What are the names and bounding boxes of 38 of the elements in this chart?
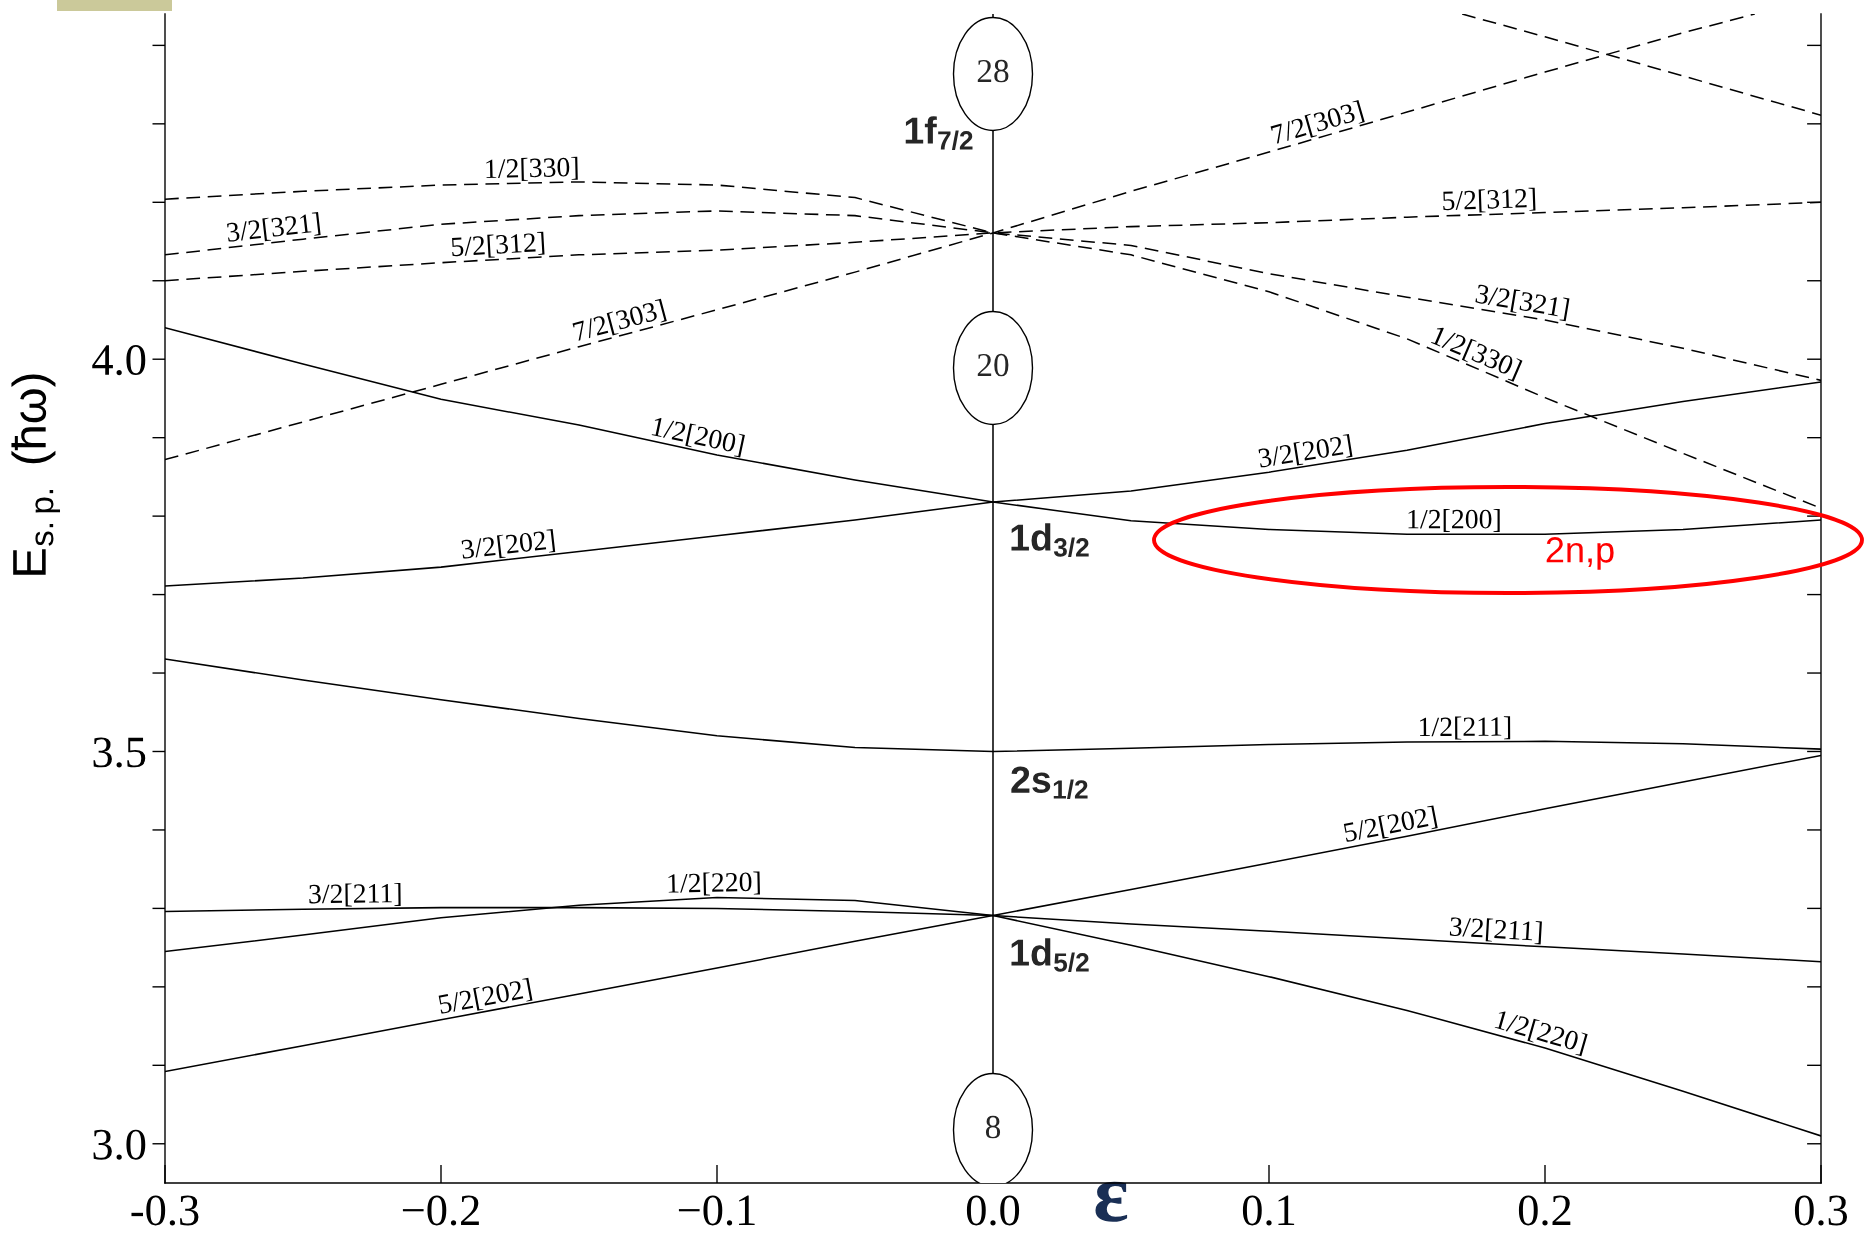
annotation: 1d$_{5/2}$: [1011, 938, 1089, 972]
annotation: 1f$_{7/2}$: [905, 116, 973, 150]
annotation: 20: [977, 353, 1009, 377]
x-tick-label: −0.2: [402, 1195, 479, 1226]
text: 1/2[220]: [1493, 1009, 1588, 1057]
x-axis-title: ε: [1095, 1181, 1128, 1222]
text: 1/2[220]: [668, 871, 760, 896]
annotation: 1d$_{3/2}$: [1011, 523, 1089, 557]
series-label: 1/2[200]: [1408, 508, 1500, 532]
x-tick-label: 0.0: [966, 1195, 1020, 1226]
text: 5/2[312]: [451, 231, 545, 258]
text: 3/2[211]: [1449, 917, 1542, 945]
series-label: 3/2[211]: [309, 882, 401, 907]
text: 3/2[321]: [1474, 283, 1570, 322]
text: 5/2[202]: [1343, 805, 1438, 846]
text: 7/2[303]: [1270, 99, 1365, 148]
text: 3/2[202]: [460, 529, 556, 563]
annotation: 2s$_{1/2}$: [1011, 766, 1088, 800]
annotation: 2n,p: [1546, 537, 1614, 570]
x-tick-label: −0.1: [678, 1195, 755, 1226]
text: 5/2[202]: [438, 977, 533, 1014]
series-label: 1/2[211]: [1419, 716, 1511, 740]
y-axis-title: E$_{s.p.}$ (ħω): [11, 374, 61, 575]
y-tick-label: 3.5: [93, 737, 146, 768]
series-label: 1/2[330]: [486, 156, 578, 182]
series-label: 5/2[312]: [1442, 187, 1536, 214]
x-tick-label: 0.2: [1518, 1195, 1571, 1226]
text: 3/2[321]: [226, 212, 321, 242]
annotation: 28: [977, 59, 1009, 83]
y-tick-label: 4.0: [92, 345, 146, 376]
text: 7/2[303]: [572, 298, 667, 342]
annotation: 8: [985, 1115, 1001, 1139]
x-tick-label: -0.3: [131, 1195, 199, 1226]
y-tick-label: 3.0: [93, 1129, 146, 1160]
text: 3/2[202]: [1257, 433, 1353, 468]
x-tick-label: 0.1: [1242, 1195, 1295, 1226]
text: 1/2[200]: [651, 416, 745, 458]
x-tick-label: 0.3: [1794, 1195, 1848, 1226]
